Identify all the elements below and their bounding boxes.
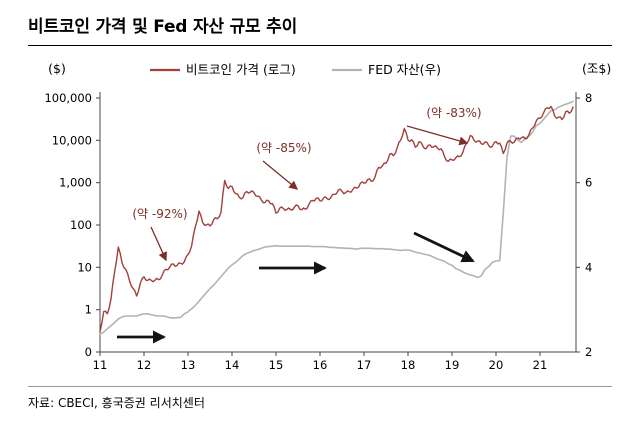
annotation-arrow — [406, 125, 469, 146]
y-right-tick-label: 8 — [585, 91, 592, 105]
y-left-tick-label: 1,000 — [59, 176, 92, 190]
x-tick-label: 17 — [357, 358, 372, 372]
y-right-unit-label: (조$) — [582, 61, 611, 76]
y-left-tick-label: 10,000 — [52, 133, 92, 147]
x-tick-label: 16 — [313, 358, 328, 372]
y-left-tick-label: 100,000 — [44, 91, 92, 105]
annotation-arrow — [150, 226, 167, 262]
x-tick-label: 14 — [225, 358, 240, 372]
x-tick-label: 20 — [489, 358, 504, 372]
y-axis-right-labels: 8 6 4 2 — [576, 91, 592, 359]
annotation-3: (약 -83%) — [406, 105, 482, 146]
annotation-text: (약 -85%) — [256, 140, 311, 155]
y-right-tick-label: 6 — [585, 176, 592, 190]
flow-arrow-3 — [413, 231, 475, 263]
footer: 자료: CBECI, 흥국증권 리서치센터 — [28, 386, 612, 411]
x-tick-label: 21 — [533, 358, 548, 372]
x-tick-label: 18 — [401, 358, 416, 372]
source-note: 자료: CBECI, 흥국증권 리서치센터 — [28, 396, 205, 410]
x-tick-label: 11 — [93, 358, 108, 372]
y-left-tick-label: 1 — [85, 303, 92, 317]
y-right-tick-label: 2 — [585, 345, 592, 359]
annotation-1: (약 -92%) — [132, 206, 188, 262]
legend-label-fed: FED 자산(우) — [368, 62, 441, 77]
annotation-text: (약 -92%) — [132, 206, 187, 221]
annotation-text: (약 -83%) — [426, 105, 481, 120]
x-tick-label: 12 — [137, 358, 152, 372]
y-left-tick-label: 0 — [85, 345, 92, 359]
bitcoin-price-line — [99, 105, 574, 333]
y-left-tick-label: 100 — [70, 218, 92, 232]
x-tick-label: 13 — [181, 358, 196, 372]
x-tick-label: 19 — [445, 358, 460, 372]
fed-assets-line — [99, 100, 574, 336]
legend-label-bitcoin: 비트코인 가격 (로그) — [186, 62, 296, 77]
x-tick-label: 15 — [269, 358, 284, 372]
annotation-arrow — [262, 160, 299, 190]
chart-title: 비트코인 가격 및 Fed 자산 규모 추이 — [28, 17, 298, 37]
legend: 비트코인 가격 (로그) FED 자산(우) — [150, 62, 441, 77]
x-axis-labels: 11 12 13 14 15 16 17 18 19 20 21 — [93, 352, 548, 372]
y-left-unit-label: ($) — [48, 61, 66, 76]
header: 비트코인 가격 및 Fed 자산 규모 추이 — [28, 0, 612, 46]
annotation-2: (약 -85%) — [256, 140, 312, 190]
y-left-tick-label: 10 — [77, 260, 92, 274]
y-right-tick-label: 4 — [585, 260, 592, 274]
